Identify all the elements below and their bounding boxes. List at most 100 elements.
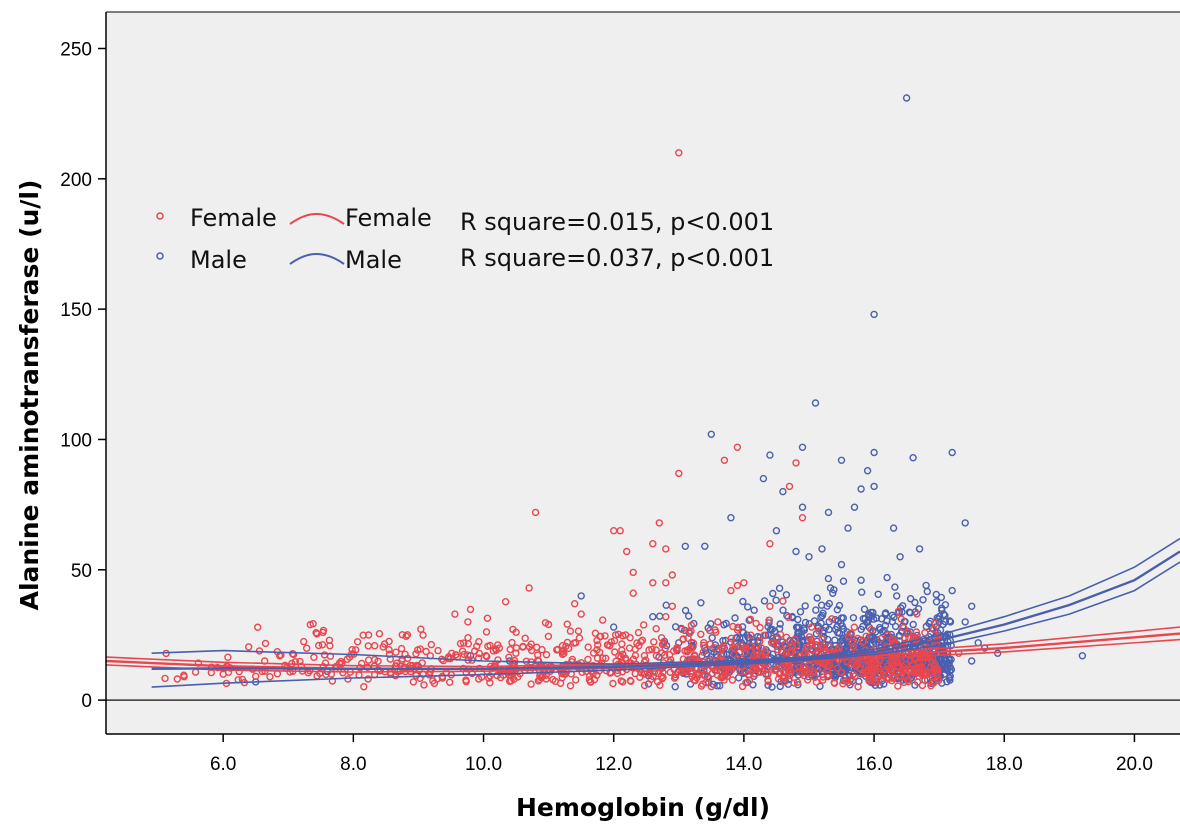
data-point [610, 623, 618, 631]
data-point [803, 668, 811, 677]
data-point [961, 618, 969, 626]
data-point [812, 606, 820, 614]
x-tick-label: 20.0 [1116, 754, 1153, 775]
data-point [904, 629, 912, 637]
data-point [902, 94, 911, 102]
data-point [851, 672, 859, 680]
data-point [766, 540, 774, 548]
data-point [808, 623, 816, 631]
data-point [906, 595, 915, 603]
data-point [793, 678, 802, 686]
legend-male-stat: R square=0.037, p<0.001 [460, 244, 774, 272]
data-point [775, 584, 784, 592]
data-point [894, 607, 903, 616]
legend-female-stat: R square=0.015, p<0.001 [460, 208, 774, 236]
data-point [860, 605, 869, 613]
data-point [875, 623, 884, 632]
data-point [815, 627, 823, 635]
data-point [647, 675, 655, 683]
data-point [427, 640, 435, 649]
data-point [944, 660, 953, 668]
data-point [725, 668, 733, 677]
data-point [619, 632, 627, 640]
data-point [826, 661, 834, 669]
data-point [839, 577, 848, 585]
data-point [768, 650, 777, 658]
data-point [538, 646, 546, 654]
data-point [385, 646, 393, 654]
data-point [671, 623, 680, 631]
data-point [760, 597, 769, 605]
data-point [798, 514, 807, 522]
data-point [941, 601, 950, 609]
data-point [795, 663, 804, 672]
data-point [752, 619, 760, 628]
data-point [527, 680, 535, 688]
data-point [303, 644, 311, 652]
data-point [486, 679, 494, 687]
data-point [603, 641, 612, 649]
data-point [1078, 652, 1087, 660]
data-point [397, 644, 406, 653]
data-point [434, 646, 442, 655]
data-point [867, 663, 875, 671]
data-point [558, 650, 567, 659]
data-point [961, 519, 969, 527]
data-point [768, 683, 776, 691]
data-point [940, 610, 948, 619]
data-point [375, 630, 384, 638]
data-point [654, 669, 663, 678]
data-point [941, 611, 949, 620]
data-point [747, 631, 755, 639]
data-point [675, 469, 683, 478]
data-point [670, 674, 679, 682]
data-point [380, 640, 389, 648]
data-point [765, 616, 773, 624]
data-point [685, 612, 693, 620]
data-point [352, 646, 360, 654]
data-point [946, 617, 954, 625]
data-point [687, 621, 696, 629]
data-point [740, 579, 748, 587]
data-point [896, 553, 904, 561]
data-point [626, 676, 635, 685]
data-point [471, 647, 479, 655]
data-point [923, 670, 931, 678]
data-point [601, 632, 609, 640]
data-point [707, 620, 715, 628]
data-point [652, 625, 660, 633]
data-point [673, 643, 681, 652]
data-point [392, 648, 400, 656]
data-point [668, 571, 676, 579]
data-point [869, 633, 877, 641]
data-point [818, 545, 826, 553]
data-point [779, 606, 787, 614]
data-point [719, 637, 727, 645]
data-point [968, 657, 976, 665]
data-point [781, 640, 789, 648]
data-point [849, 614, 858, 622]
data-point [766, 451, 774, 459]
data-point [833, 664, 842, 672]
data-point [756, 637, 764, 646]
data-point [769, 589, 777, 598]
data-point [848, 639, 856, 647]
data-point [798, 443, 807, 451]
data-point [563, 620, 571, 628]
data-point [798, 503, 807, 511]
data-point [634, 628, 643, 637]
data-point [489, 647, 498, 655]
data-point [835, 601, 844, 610]
legend-male-marker-label: Male [190, 246, 247, 274]
data-point [825, 671, 833, 679]
data-point [328, 677, 337, 685]
data-point [800, 626, 809, 634]
data-point [671, 670, 680, 679]
data-point [822, 623, 830, 631]
data-point [521, 634, 529, 642]
data-point [482, 628, 491, 636]
data-point [824, 662, 832, 671]
data-point [938, 606, 946, 614]
data-point [385, 650, 394, 658]
